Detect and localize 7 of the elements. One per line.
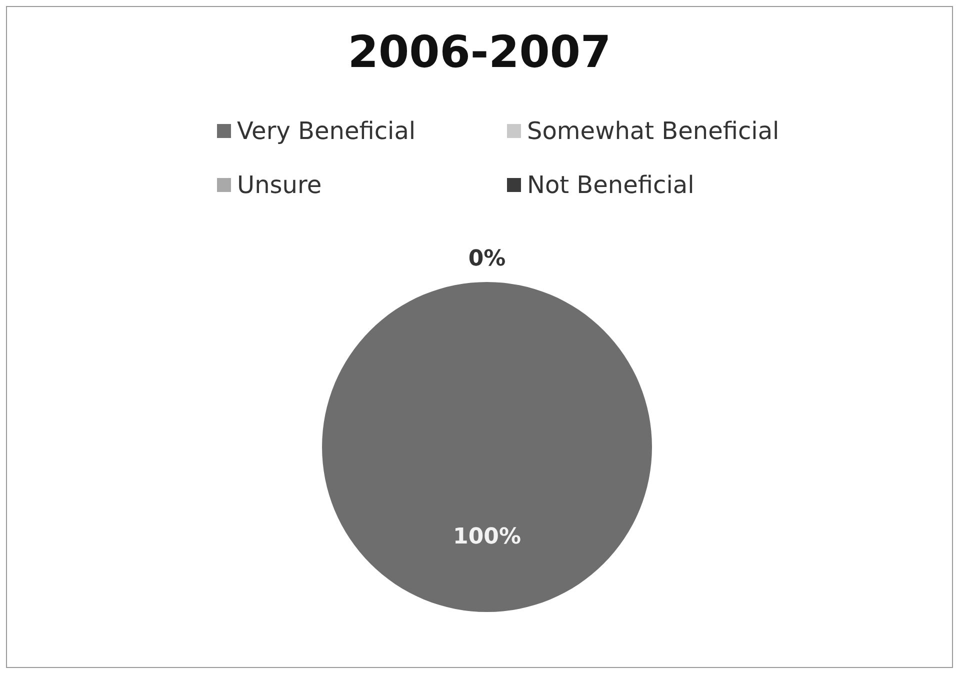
legend-label: Somewhat Beneficial [527, 117, 780, 145]
legend-label: Unsure [237, 171, 322, 199]
legend-label: Very Beneficial [237, 117, 416, 145]
chart-title: 2006-2007 [346, 27, 612, 78]
legend-label: Not Beneficial [527, 171, 694, 199]
data-label: 100% [453, 524, 521, 550]
text: 0% [468, 246, 506, 272]
